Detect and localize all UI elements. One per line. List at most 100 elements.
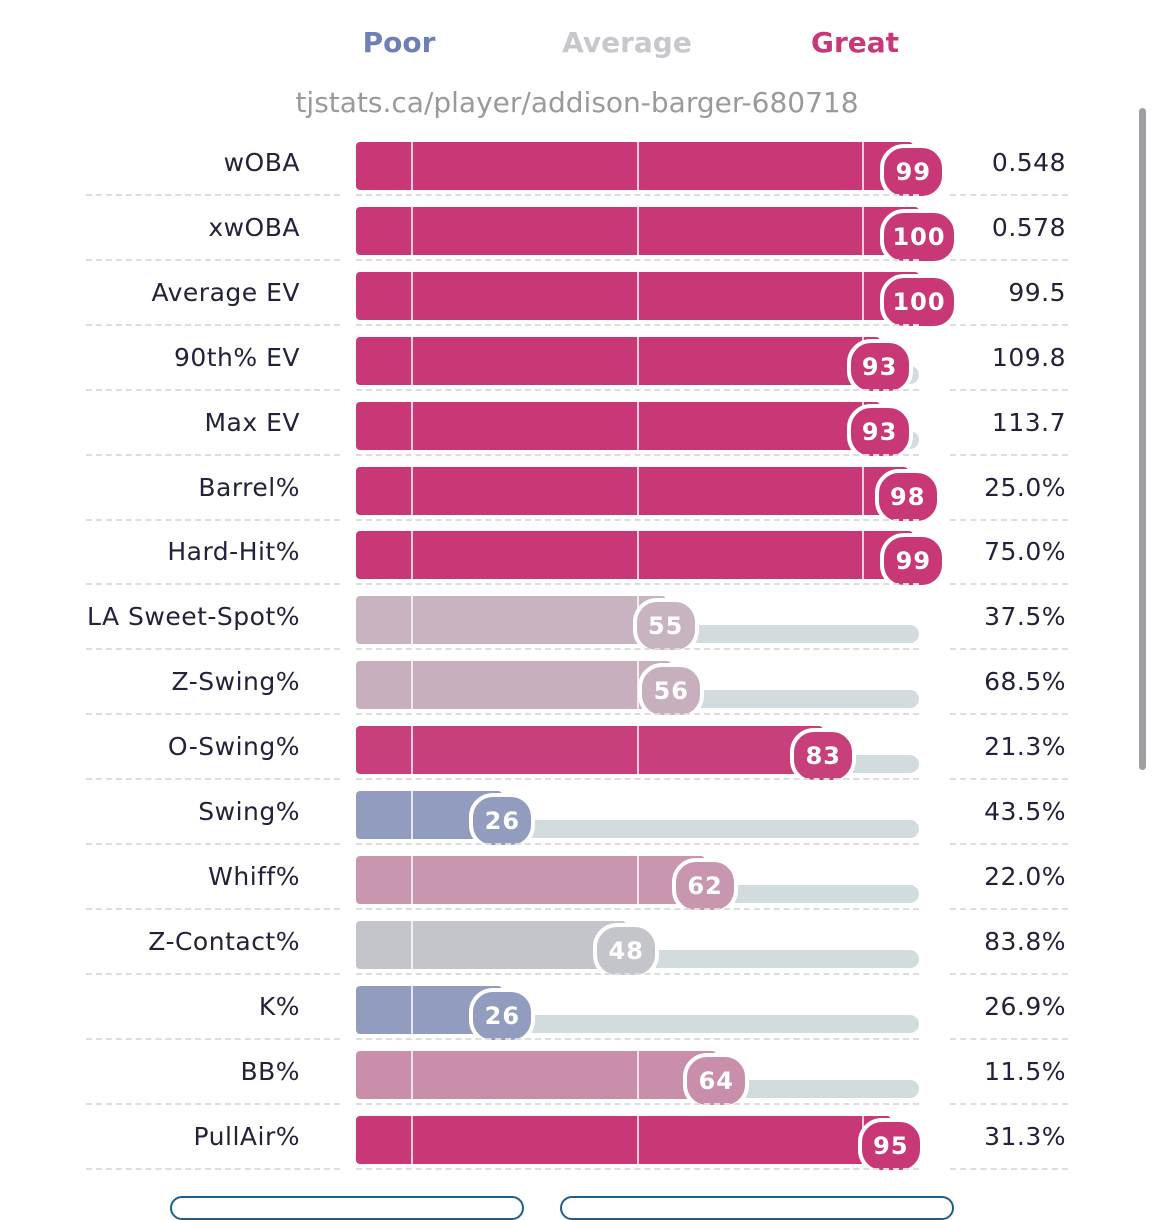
source-url[interactable]: tjstats.ca/player/addison-barger-680718 (295, 86, 859, 119)
bar-tick (411, 855, 414, 904)
row-divider (86, 388, 340, 391)
row-divider (356, 453, 919, 456)
bar-o-swing[interactable] (356, 726, 824, 775)
percentile-badge: 64 (683, 1052, 750, 1109)
stat-value: 109.8 (991, 342, 1066, 372)
bar-90th-ev[interactable] (356, 336, 880, 385)
bar-average-ev[interactable] (356, 271, 919, 320)
row-divider (356, 388, 919, 391)
row-divider (356, 323, 919, 326)
row-divider (950, 194, 1068, 196)
row-divider (356, 907, 919, 910)
stat-value: 75.0% (984, 537, 1066, 567)
bar-tick (411, 466, 414, 515)
bar-bb[interactable] (356, 1050, 717, 1099)
legend: Poor Average Great (0, 0, 1154, 90)
bar-tick (861, 531, 864, 580)
bar-xwoba[interactable] (356, 206, 919, 255)
percentile-badge: 93 (846, 338, 913, 395)
row-divider (86, 648, 340, 651)
stat-value: 37.5% (984, 602, 1066, 632)
bar-tick (636, 1050, 639, 1099)
row-divider (86, 713, 340, 716)
bar-tick (636, 142, 639, 190)
bar-tick (636, 855, 639, 904)
bar-pullair[interactable] (356, 1115, 891, 1164)
row-divider (356, 583, 919, 586)
row-divider (950, 258, 1068, 261)
row-divider (950, 323, 1068, 326)
metric-label: Hard-Hit% (167, 537, 300, 567)
row-divider (950, 453, 1068, 456)
bar-hard-hit[interactable] (356, 531, 914, 580)
percentile-badge: 56 (638, 663, 705, 720)
percentile-badge: 83 (790, 728, 857, 785)
percentile-badge: 98 (874, 468, 941, 525)
stat-value: 113.7 (991, 407, 1066, 437)
stat-value: 0.548 (991, 148, 1066, 177)
metric-label: Z-Contact% (148, 926, 300, 956)
bar-tick (411, 920, 414, 969)
row-divider (86, 1102, 340, 1105)
percentile-badge: 93 (846, 403, 913, 460)
row-divider (950, 388, 1068, 391)
row-divider (86, 778, 340, 781)
bar-tick (636, 206, 639, 255)
row-divider (86, 843, 340, 845)
legend-poor: Poor (362, 26, 436, 59)
bar-tick (861, 142, 864, 190)
bar-tick (411, 726, 414, 775)
metric-label: Swing% (198, 797, 300, 826)
row-divider (356, 1167, 919, 1170)
row-divider (950, 1167, 1068, 1170)
percentile-badge: 55 (632, 598, 699, 655)
bar-tick (411, 531, 414, 580)
percentile-badge: 26 (469, 987, 536, 1044)
legend-great: Great (810, 26, 900, 59)
row-divider (86, 453, 340, 456)
stat-value: 68.5% (984, 667, 1066, 697)
bar-tick (636, 336, 639, 385)
percentile-badge: 48 (593, 922, 660, 979)
metric-label: K% (258, 991, 300, 1021)
row-divider (950, 713, 1068, 716)
row-divider (86, 323, 340, 326)
bar-max-ev[interactable] (356, 401, 880, 450)
bar-tick (411, 985, 414, 1034)
metric-label: 90th% EV (173, 342, 300, 372)
bar-tick (411, 401, 414, 450)
bar-tick (411, 142, 414, 190)
row-divider (950, 648, 1068, 651)
row-divider (950, 583, 1068, 586)
bar-z-contact[interactable] (356, 920, 627, 969)
metric-label: xwOBA (208, 212, 300, 242)
metric-label: BB% (240, 1056, 300, 1086)
bar-z-swing[interactable] (356, 661, 672, 710)
stat-value: 26.9% (984, 991, 1066, 1021)
percentile-badge: 100 (880, 208, 958, 265)
bar-la-sweet-spot[interactable] (356, 596, 666, 645)
metric-label: Max EV (204, 407, 300, 437)
bar-tick (411, 596, 414, 645)
row-divider (86, 972, 340, 975)
percentile-badge: 99 (880, 533, 947, 590)
bar-whiff[interactable] (356, 855, 706, 904)
row-divider (356, 518, 919, 521)
bar-tick (411, 1115, 414, 1164)
bar-woba[interactable] (356, 142, 914, 190)
row-divider (356, 194, 919, 196)
percentile-badge: 95 (857, 1117, 924, 1174)
percentile-badge: 99 (880, 144, 947, 200)
legend-average: Average (562, 26, 692, 59)
bar-tick (411, 791, 414, 839)
metric-label: Z-Swing% (171, 667, 300, 697)
metric-label: Whiff% (208, 861, 300, 891)
row-divider (86, 518, 340, 521)
row-divider (950, 972, 1068, 975)
metric-label: Average EV (151, 277, 300, 307)
bar-barrel[interactable] (356, 466, 908, 515)
percentile-badge: 62 (672, 857, 739, 914)
row-divider (356, 972, 919, 975)
scrollbar[interactable] (1139, 108, 1146, 770)
bar-tick (636, 401, 639, 450)
